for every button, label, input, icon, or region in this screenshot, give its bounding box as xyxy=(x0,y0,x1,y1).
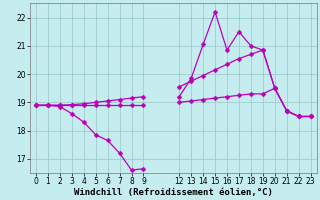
X-axis label: Windchill (Refroidissement éolien,°C): Windchill (Refroidissement éolien,°C) xyxy=(74,188,273,197)
